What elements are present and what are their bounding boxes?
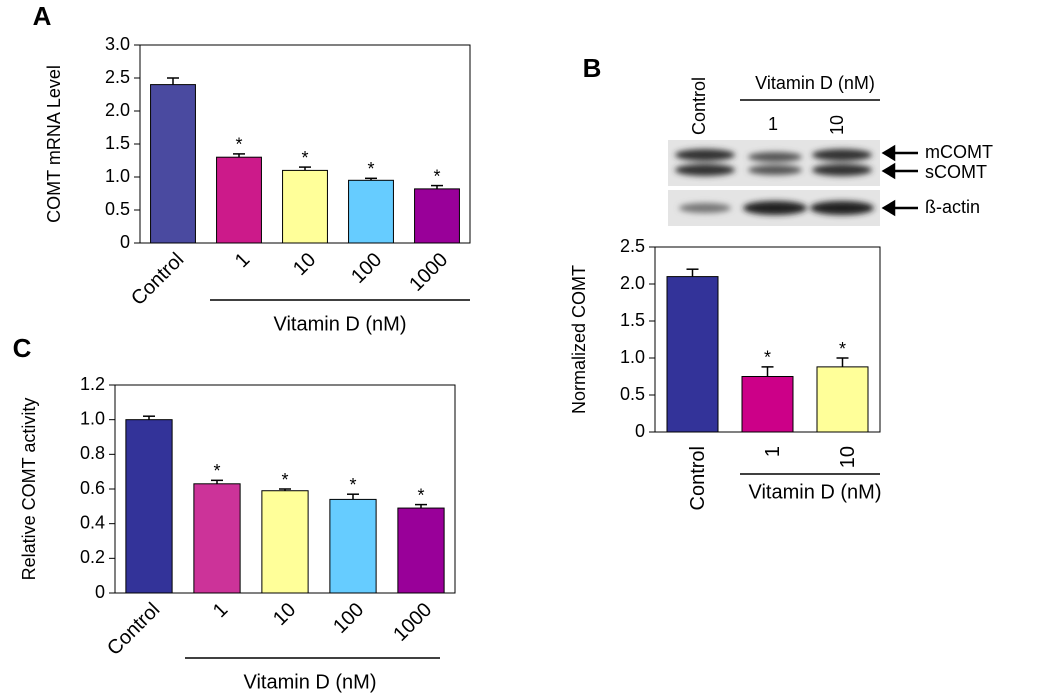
- y-tick-label: 1.5: [105, 133, 130, 153]
- y-tick-label: 1.0: [620, 347, 645, 367]
- y-tick-label: 0: [120, 232, 130, 252]
- bar: [816, 366, 869, 433]
- y-tick-label: 0.8: [80, 443, 105, 463]
- y-tick-label: 2.0: [105, 100, 130, 120]
- bar: [397, 507, 445, 594]
- x-tick-label: 1000: [405, 249, 452, 296]
- y-tick-label: 3.0: [105, 34, 130, 54]
- band-label: ß-actin: [925, 197, 980, 217]
- x-tick-label: 1000: [389, 599, 436, 646]
- significance-mark: *: [417, 485, 424, 505]
- band: [675, 149, 735, 161]
- y-tick-label: 1.5: [620, 310, 645, 330]
- panel-label: C: [13, 333, 32, 363]
- band: [679, 203, 731, 213]
- band: [810, 201, 874, 215]
- x-tick-label: 10: [837, 446, 859, 468]
- bar: [125, 419, 173, 594]
- bar: [282, 169, 328, 244]
- x-tick-label: Control: [687, 446, 709, 510]
- significance-mark: *: [764, 348, 771, 368]
- western-blot: mCOMT sCOMT ß-actin Control 1 10 Vitamin…: [668, 73, 993, 226]
- y-tick-label: 0.5: [105, 199, 130, 219]
- panel-label: B: [583, 53, 602, 83]
- y-tick-label: 0.2: [80, 547, 105, 567]
- x-tick-label: 1: [762, 446, 784, 457]
- arrow-head: [881, 162, 896, 180]
- band-label: sCOMT: [925, 162, 987, 182]
- y-tick-label: 1.0: [105, 166, 130, 186]
- x-tick-label: 1: [231, 249, 254, 272]
- significance-mark: *: [349, 475, 356, 495]
- significance-mark: *: [281, 470, 288, 490]
- y-axis-label: COMT mRNA Level: [44, 65, 64, 223]
- x-tick-label: 1: [209, 599, 232, 622]
- panel-label: A: [33, 1, 52, 31]
- x-tick-label: 10: [269, 599, 300, 630]
- group-label: Vitamin D (nM): [244, 671, 377, 693]
- significance-mark: *: [301, 148, 308, 168]
- band: [812, 164, 872, 176]
- bar: [193, 483, 241, 594]
- lane-label: Control: [689, 77, 709, 135]
- y-tick-label: 1.0: [80, 408, 105, 428]
- significance-mark: *: [235, 135, 242, 155]
- significance-mark: *: [433, 166, 440, 186]
- y-tick-label: 0.5: [620, 384, 645, 404]
- significance-mark: *: [367, 159, 374, 179]
- x-tick-label: Control: [127, 249, 188, 310]
- y-tick-label: 0.6: [80, 478, 105, 498]
- band: [812, 149, 872, 161]
- y-tick-label: 2.5: [620, 236, 645, 256]
- group-label: Vitamin D (nM): [755, 73, 875, 93]
- significance-mark: *: [213, 461, 220, 481]
- y-axis-label: Relative COMT activity: [19, 398, 39, 581]
- bar: [414, 188, 460, 244]
- x-tick-label: 100: [329, 599, 368, 638]
- group-label: Vitamin D (nM): [274, 313, 407, 335]
- band: [748, 165, 802, 175]
- arrow-head: [881, 199, 896, 217]
- significance-mark: *: [839, 339, 846, 359]
- bar: [329, 498, 377, 594]
- y-tick-label: 2.5: [105, 67, 130, 87]
- x-tick-label: Control: [103, 599, 164, 660]
- band: [743, 201, 807, 215]
- bar: [216, 156, 262, 244]
- band-label: mCOMT: [925, 142, 993, 162]
- x-tick-label: 10: [289, 249, 320, 280]
- group-label: Vitamin D (nM): [749, 481, 882, 503]
- blot-box: [668, 140, 880, 186]
- bar: [666, 276, 719, 433]
- y-tick-label: 0: [635, 421, 645, 441]
- y-tick-label: 0.4: [80, 512, 105, 532]
- lane-label: 10: [827, 115, 847, 135]
- bar: [348, 179, 394, 244]
- bar: [261, 490, 309, 594]
- band: [675, 164, 735, 176]
- y-tick-label: 1.2: [80, 374, 105, 394]
- bar: [741, 376, 794, 433]
- y-axis-label: Normalized COMT: [569, 265, 589, 414]
- lane-label: 1: [768, 114, 778, 134]
- x-tick-label: 100: [347, 249, 386, 288]
- band: [748, 152, 802, 162]
- arrow-head: [881, 144, 896, 162]
- y-tick-label: 0: [95, 582, 105, 602]
- y-tick-label: 2.0: [620, 273, 645, 293]
- bar: [150, 84, 196, 244]
